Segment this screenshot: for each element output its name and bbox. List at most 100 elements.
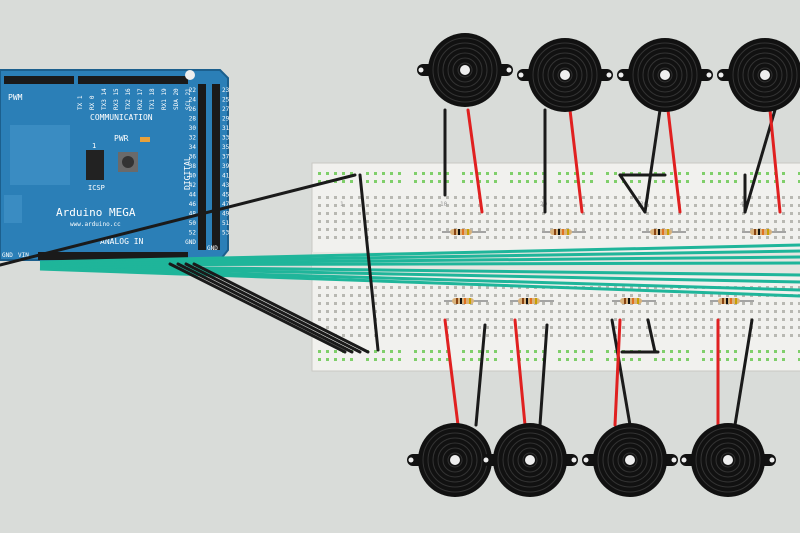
- breadboard-hole: [734, 228, 737, 231]
- breadboard-hole: [382, 236, 385, 239]
- breadboard-hole: [350, 212, 353, 215]
- breadboard-hole: [798, 334, 800, 337]
- breadboard-hole: [574, 318, 577, 321]
- breadboard-hole: [510, 286, 513, 289]
- breadboard-hole: [718, 204, 721, 207]
- breadboard-hole: [574, 196, 577, 199]
- breadboard-hole: [766, 212, 769, 215]
- breadboard-hole: [542, 228, 545, 231]
- breadboard-hole: [518, 326, 521, 329]
- breadboard-hole: [486, 302, 489, 305]
- breadboard-hole: [446, 204, 449, 207]
- breadboard-hole: [390, 196, 393, 199]
- breadboard-hole: [774, 220, 777, 223]
- breadboard-hole: [518, 196, 521, 199]
- breadboard-hole: [774, 204, 777, 207]
- breadboard-hole: [702, 302, 705, 305]
- breadboard-hole: [502, 334, 505, 337]
- breadboard-hole: [518, 294, 521, 297]
- breadboard-hole: [622, 318, 625, 321]
- breadboard-hole: [430, 318, 433, 321]
- breadboard-hole: [590, 204, 593, 207]
- breadboard-hole: [638, 294, 641, 297]
- breadboard-hole: [486, 204, 489, 207]
- breadboard-hole: [798, 358, 800, 361]
- breadboard-hole: [478, 334, 481, 337]
- breadboard-hole: [454, 196, 457, 199]
- breadboard-hole: [422, 228, 425, 231]
- breadboard-hole: [494, 204, 497, 207]
- breadboard-hole: [670, 302, 673, 305]
- breadboard-hole: [566, 172, 569, 175]
- breadboard-hole: [678, 310, 681, 313]
- breadboard-hole: [710, 172, 713, 175]
- breadboard-hole: [494, 358, 497, 361]
- breadboard-hole: [798, 326, 800, 329]
- breadboard-hole: [526, 310, 529, 313]
- breadboard-hole: [558, 334, 561, 337]
- breadboard-hole: [430, 310, 433, 313]
- breadboard-hole: [486, 334, 489, 337]
- breadboard-hole: [446, 358, 449, 361]
- pin-label-top: RX2 17: [137, 88, 144, 110]
- breadboard-hole: [326, 358, 329, 361]
- breadboard-hole: [326, 326, 329, 329]
- breadboard-hole: [582, 204, 585, 207]
- breadboard-hole: [486, 318, 489, 321]
- breadboard-hole: [662, 326, 665, 329]
- breadboard-hole: [782, 220, 785, 223]
- breadboard-hole: [446, 236, 449, 239]
- breadboard-hole: [758, 326, 761, 329]
- breadboard-hole: [790, 228, 793, 231]
- breadboard-hole: [646, 204, 649, 207]
- pin-label-top: TX1 18: [149, 88, 156, 110]
- breadboard-hole: [494, 236, 497, 239]
- breadboard-hole: [326, 220, 329, 223]
- pin-label-digital: 32: [189, 135, 197, 142]
- breadboard-hole: [614, 196, 617, 199]
- breadboard-hole: [358, 204, 361, 207]
- breadboard-hole: [374, 172, 377, 175]
- breadboard-hole: [702, 196, 705, 199]
- breadboard-hole: [398, 318, 401, 321]
- buzzer-bottom: [582, 423, 678, 497]
- breadboard-hole: [766, 286, 769, 289]
- breadboard-hole: [662, 204, 665, 207]
- breadboard-hole: [366, 326, 369, 329]
- breadboard-hole: [574, 294, 577, 297]
- breadboard-hole: [526, 236, 529, 239]
- breadboard-hole: [614, 294, 617, 297]
- breadboard-hole: [590, 228, 593, 231]
- breadboard-hole: [758, 172, 761, 175]
- pin-label-digital: 50: [189, 220, 197, 227]
- breadboard-hole: [438, 350, 441, 353]
- breadboard-hole: [518, 220, 521, 223]
- breadboard-hole: [518, 212, 521, 215]
- breadboard-hole: [702, 334, 705, 337]
- breadboard-hole: [582, 236, 585, 239]
- breadboard-hole: [734, 334, 737, 337]
- breadboard-hole: [798, 228, 800, 231]
- breadboard-hole: [534, 204, 537, 207]
- breadboard-hole: [622, 236, 625, 239]
- breadboard-hole: [606, 310, 609, 313]
- breadboard-hole: [502, 212, 505, 215]
- breadboard-hole: [382, 228, 385, 231]
- breadboard-hole: [334, 212, 337, 215]
- pin-label-digital: 34: [189, 144, 197, 151]
- breadboard-hole: [558, 196, 561, 199]
- breadboard-hole: [526, 318, 529, 321]
- breadboard-hole: [414, 334, 417, 337]
- breadboard-hole: [718, 180, 721, 183]
- breadboard-hole: [782, 228, 785, 231]
- breadboard-hole: [694, 318, 697, 321]
- breadboard-hole: [406, 286, 409, 289]
- breadboard-hole: [366, 212, 369, 215]
- breadboard-hole: [702, 310, 705, 313]
- resistor: [612, 298, 656, 304]
- breadboard-hole: [782, 326, 785, 329]
- pin-label-digital: 28: [189, 116, 197, 123]
- breadboard-hole: [782, 358, 785, 361]
- resistor: [710, 298, 754, 304]
- pin-label-digital-right: 51: [222, 220, 230, 227]
